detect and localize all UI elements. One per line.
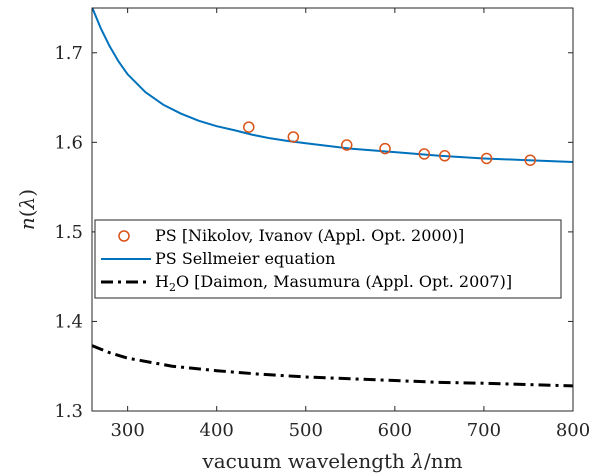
y-tick-label: 1.7	[54, 43, 83, 64]
y-tick-label: 1.6	[54, 132, 83, 153]
plot-area	[92, 8, 573, 388]
data-point-ps_data	[287, 131, 300, 143]
legend-label-h2o: H2O [Daimon, Masumura (Appl. Opt. 2007)]	[155, 272, 512, 294]
x-tick-label: 300	[110, 420, 144, 441]
legend-label-ps-data: PS [Nikolov, Ivanov (Appl. Opt. 2000)]	[155, 226, 464, 245]
y-axis-title: n(λ)	[15, 189, 39, 230]
series-line-ps_sellmeier	[92, 8, 573, 164]
data-point-ps_data	[480, 152, 493, 165]
data-point-ps_data	[243, 121, 255, 133]
x-axis-title: vacuum wavelength λ/nm	[201, 449, 462, 473]
x-tick-label: 700	[467, 420, 501, 441]
x-tick-label: 400	[200, 420, 234, 441]
series-line-h2o	[92, 344, 573, 388]
axis-ticks: 300 400 500 600 700 800 1.3 1.4 1.5 1.6 1.7	[54, 8, 590, 441]
legend-label-ps-sellmeier: PS Sellmeier equation	[155, 249, 335, 268]
data-point-ps_data	[418, 148, 430, 160]
legend-box	[94, 219, 562, 299]
y-tick-label: 1.3	[54, 401, 83, 422]
data-point-ps_data	[341, 139, 353, 151]
y-tick-label: 1.5	[54, 222, 83, 243]
x-tick-label: 600	[378, 420, 412, 441]
x-tick-label: 800	[556, 420, 590, 441]
axes-box	[91, 7, 574, 412]
data-point-ps_data	[379, 142, 391, 155]
legend: PS [Nikolov, Ivanov (Appl. Opt. 2000)] P…	[94, 219, 562, 299]
y-tick-label: 1.4	[54, 311, 83, 332]
x-tick-label: 500	[289, 420, 323, 441]
data-point-ps_data	[524, 154, 536, 166]
legend-marker-ps-data	[118, 230, 130, 242]
data-point-ps_data	[438, 150, 451, 162]
